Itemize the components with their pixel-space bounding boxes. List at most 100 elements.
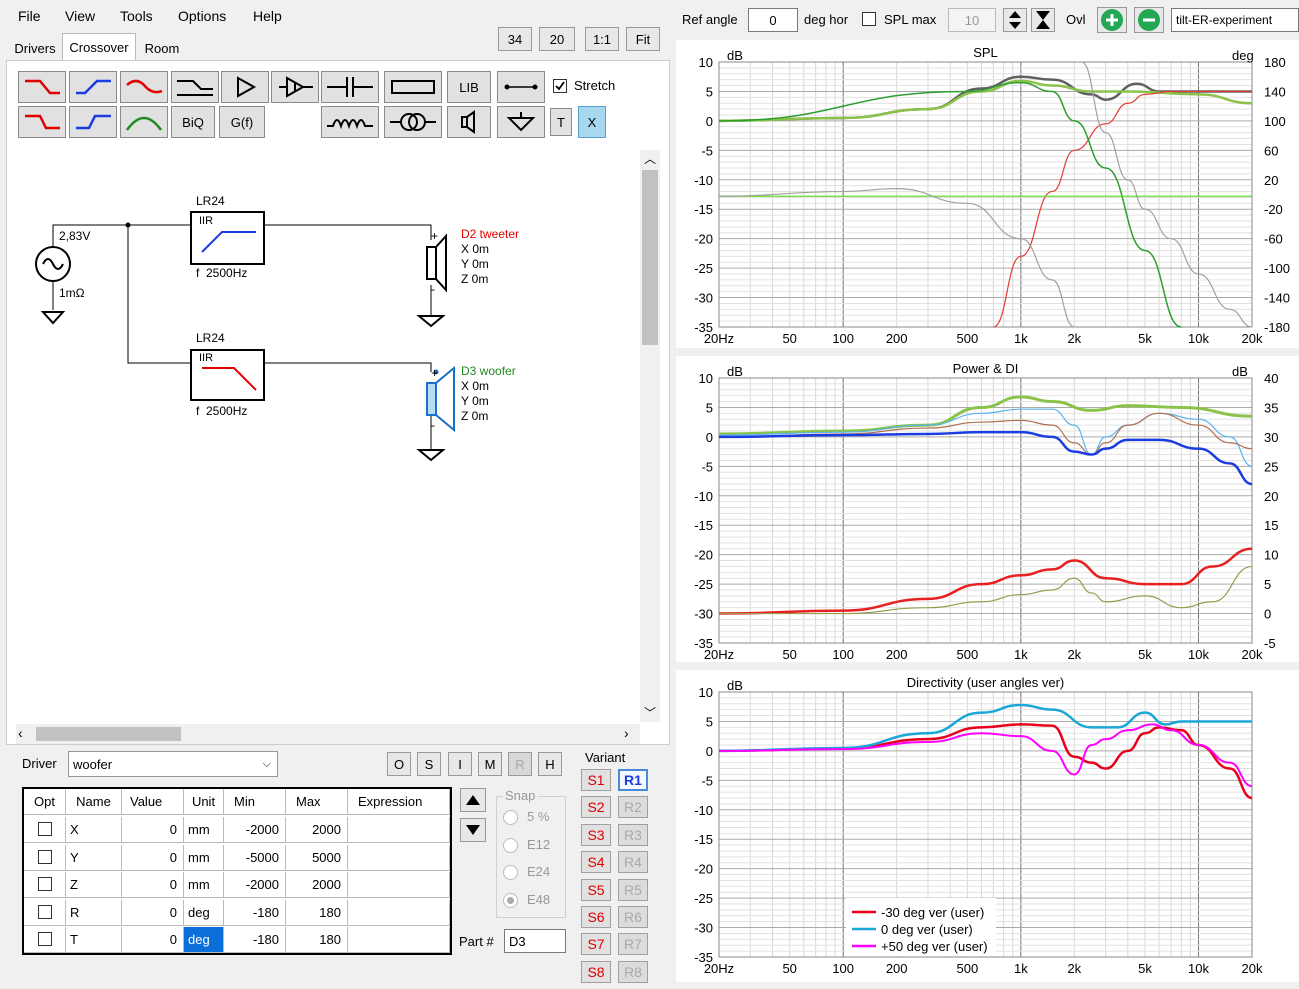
- variant-s6-button[interactable]: S6: [581, 906, 611, 928]
- schematic-canvas[interactable]: [16, 150, 640, 720]
- driver-select[interactable]: woofer ⌵: [68, 751, 278, 777]
- tab-crossover[interactable]: Crossover: [62, 33, 136, 61]
- horizontal-scrollbar[interactable]: ‹ ›: [16, 724, 640, 744]
- scroll-right-icon[interactable]: ›: [624, 725, 629, 741]
- bandpass-red-button[interactable]: [120, 71, 168, 103]
- opt-cell[interactable]: [24, 899, 66, 926]
- opt-cell[interactable]: [24, 872, 66, 898]
- hourglass-button[interactable]: [1031, 8, 1055, 32]
- row-unit[interactable]: mm: [184, 817, 224, 843]
- row-expression[interactable]: [348, 817, 450, 843]
- opt-cell[interactable]: [24, 927, 66, 953]
- row-expression[interactable]: [348, 872, 450, 898]
- snap-radio[interactable]: [503, 892, 518, 908]
- amplifier-button[interactable]: [221, 71, 269, 103]
- driver-h-button[interactable]: H: [538, 752, 562, 776]
- transformer-button[interactable]: [384, 106, 442, 138]
- wire-button[interactable]: [497, 71, 545, 103]
- opt-cell[interactable]: [24, 844, 66, 871]
- row-name[interactable]: X: [66, 817, 122, 843]
- gf-button[interactable]: G(f): [219, 106, 265, 138]
- variant-r1-button[interactable]: R1: [618, 769, 648, 791]
- scroll-down-icon[interactable]: ﹀: [644, 706, 657, 720]
- opamp-button[interactable]: [271, 71, 319, 103]
- zoom-value-1[interactable]: 34: [498, 27, 532, 51]
- shelf-button[interactable]: [171, 71, 219, 103]
- row-min[interactable]: -180: [224, 927, 286, 953]
- row-max[interactable]: 180: [286, 927, 348, 953]
- row-value[interactable]: 0: [122, 872, 184, 898]
- scroll-up-icon[interactable]: ︿: [644, 152, 657, 166]
- project-name-input[interactable]: tilt-ER-experiment: [1171, 8, 1299, 32]
- variant-s4-button[interactable]: S4: [581, 851, 611, 874]
- vertical-scrollbar[interactable]: ︿ ﹀: [640, 150, 660, 722]
- remove-overlay-button[interactable]: [1134, 7, 1164, 33]
- highpass-blue-button[interactable]: [69, 71, 117, 103]
- variant-r8-button[interactable]: R8: [618, 960, 648, 983]
- opt-cell[interactable]: [24, 817, 66, 843]
- x-button[interactable]: X: [578, 106, 606, 138]
- spl-max-input[interactable]: 10: [948, 8, 996, 32]
- snap-radio[interactable]: [503, 810, 518, 825]
- tweeter-speaker-icon[interactable]: [426, 233, 447, 293]
- row-expression[interactable]: [348, 844, 450, 871]
- row-expression[interactable]: [348, 899, 450, 926]
- ref-angle-input[interactable]: 0: [748, 8, 798, 32]
- opt-checkbox[interactable]: [38, 849, 52, 864]
- row-value[interactable]: 0: [122, 899, 184, 926]
- bandpass-green-button[interactable]: [120, 106, 168, 138]
- highpass-filter-block[interactable]: [190, 211, 265, 265]
- add-overlay-button[interactable]: [1097, 7, 1127, 33]
- variant-r3-button[interactable]: R3: [618, 823, 648, 846]
- capacitor-button[interactable]: [321, 71, 379, 103]
- power-di-chart[interactable]: 1050-5-10-15-20-25-30-354035302520151050…: [676, 356, 1299, 662]
- row-unit[interactable]: deg: [184, 927, 224, 953]
- menu-help[interactable]: Help: [253, 8, 282, 24]
- variant-s2-button[interactable]: S2: [581, 796, 611, 819]
- variant-s1-button[interactable]: S1: [581, 769, 611, 791]
- row-unit[interactable]: mm: [184, 844, 224, 871]
- opt-checkbox[interactable]: [38, 822, 52, 836]
- row-value[interactable]: 0: [122, 844, 184, 871]
- zoom-value-2[interactable]: 20: [539, 27, 575, 51]
- highpass-blue-2-button[interactable]: [69, 106, 117, 138]
- variant-s8-button[interactable]: S8: [581, 960, 611, 983]
- row-name[interactable]: Y: [66, 844, 122, 871]
- lowpass-filter-block[interactable]: [190, 349, 265, 401]
- row-max[interactable]: 2000: [286, 817, 348, 843]
- driver-i-button[interactable]: I: [448, 752, 472, 776]
- row-max[interactable]: 180: [286, 899, 348, 926]
- tab-room[interactable]: Room: [144, 40, 180, 56]
- row-max[interactable]: 5000: [286, 844, 348, 871]
- row-min[interactable]: -2000: [224, 872, 286, 898]
- row-max[interactable]: 2000: [286, 872, 348, 898]
- speaker-button[interactable]: [447, 106, 491, 138]
- tab-drivers[interactable]: Drivers: [14, 40, 56, 56]
- variant-r4-button[interactable]: R4: [618, 851, 648, 874]
- vertical-scroll-thumb[interactable]: [642, 170, 658, 345]
- spin-updown-button[interactable]: [1003, 8, 1027, 32]
- variant-r6-button[interactable]: R6: [618, 906, 648, 928]
- row-name[interactable]: T: [66, 927, 122, 953]
- resistor-button[interactable]: [384, 71, 442, 103]
- menu-view[interactable]: View: [65, 8, 96, 24]
- variant-s7-button[interactable]: S7: [581, 933, 611, 956]
- driver-m-button[interactable]: M: [478, 752, 502, 776]
- variant-s3-button[interactable]: S3: [581, 823, 611, 846]
- row-min[interactable]: -180: [224, 899, 286, 926]
- lowpass-red-button[interactable]: [18, 71, 66, 103]
- biquad-button[interactable]: BiQ: [171, 106, 215, 138]
- opt-checkbox[interactable]: [38, 904, 52, 919]
- menu-tools[interactable]: Tools: [120, 8, 153, 24]
- move-down-button[interactable]: [460, 818, 486, 842]
- driver-r-button[interactable]: R: [508, 752, 532, 776]
- menu-options[interactable]: Options: [178, 8, 227, 24]
- move-up-button[interactable]: [460, 788, 486, 812]
- row-expression[interactable]: [348, 927, 450, 953]
- row-value[interactable]: 0: [122, 927, 184, 953]
- row-name[interactable]: R: [66, 899, 122, 926]
- row-min[interactable]: -5000: [224, 844, 286, 871]
- driver-o-button[interactable]: O: [387, 752, 411, 776]
- lowpass-red-2-button[interactable]: [18, 106, 66, 138]
